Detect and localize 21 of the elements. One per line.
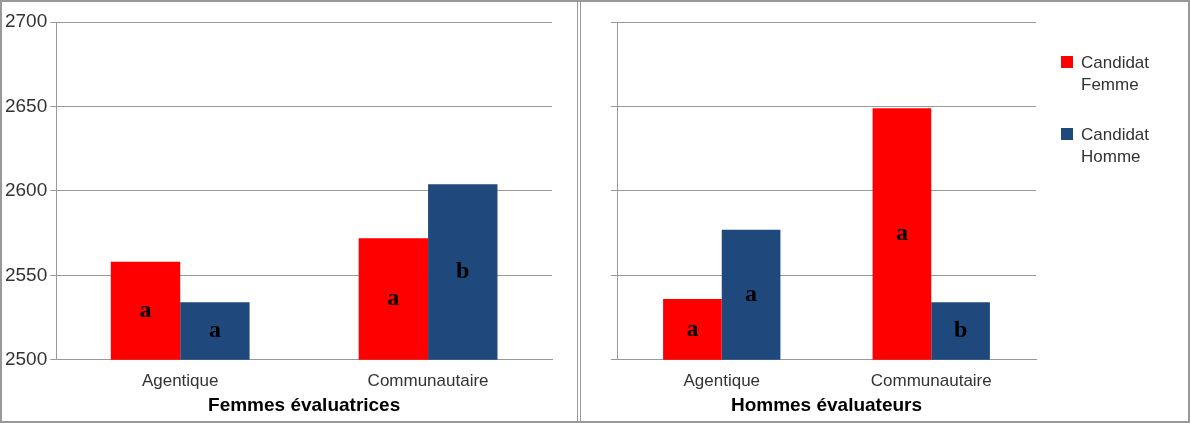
x-tick-label: Agentique [683, 370, 761, 390]
data-label: b [953, 316, 968, 343]
legend-label: Candidat Homme [1081, 124, 1151, 168]
data-label: a [895, 219, 908, 246]
data-label: a [686, 314, 699, 341]
data-label: a [387, 284, 400, 311]
data-label: a [208, 316, 221, 343]
data-label: b [456, 257, 470, 284]
x-tick-label: Agentique [141, 370, 219, 390]
x-axis-title: Femmes évaluatrices [208, 393, 401, 415]
legend-label: Candidat Femme [1081, 52, 1151, 96]
y-tick-label: 2550 [4, 263, 48, 285]
x-tick-label: Communautaire [870, 370, 992, 390]
y-tick-label: 2700 [4, 10, 48, 32]
y-tick-label: 2500 [4, 348, 48, 370]
y-tick-label: 2650 [4, 94, 48, 116]
x-axis-title: Hommes évaluateurs [730, 393, 923, 415]
data-label: a [139, 296, 152, 323]
y-tick-label: 2600 [4, 179, 48, 201]
data-label: a [745, 279, 758, 306]
x-tick-label: Communautaire [367, 370, 489, 390]
